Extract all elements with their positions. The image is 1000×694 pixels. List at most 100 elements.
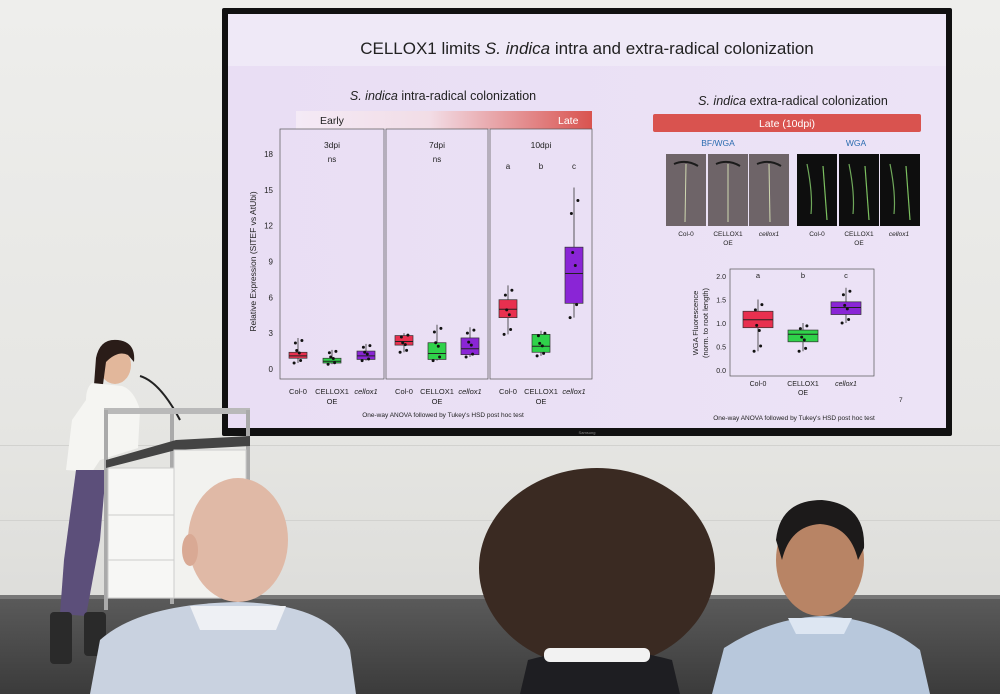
y-tick-label: 9	[269, 258, 274, 267]
wga-box-2-point	[847, 317, 851, 321]
panel-title: 7dpi	[429, 140, 445, 150]
box-10dpi-2-point	[568, 316, 572, 320]
box-3dpi-1-point	[329, 355, 333, 359]
significance-letter: a	[756, 271, 761, 280]
audience-member-right	[712, 500, 930, 694]
y-tick-label: 2.0	[716, 274, 726, 281]
wga-box-2-point	[840, 321, 844, 325]
box-7dpi-0-point	[398, 350, 402, 354]
microscopy-panels	[666, 154, 920, 226]
presentation-slide: CELLOX1 limits S. indica intra and extra…	[228, 14, 946, 428]
root-stroke	[715, 160, 741, 167]
root-signal	[806, 163, 813, 215]
y-tick-label: 12	[264, 222, 273, 231]
box-3dpi-1-point	[333, 361, 337, 365]
box-7dpi-1-point	[439, 326, 443, 330]
box-3dpi-0-point	[299, 359, 303, 363]
x-tick-label: OE	[327, 397, 338, 406]
wga-box-0-point	[760, 303, 764, 307]
root-signal	[822, 165, 828, 221]
x-tick-label: cellox1	[458, 387, 481, 396]
box-10dpi-1-point	[542, 351, 546, 355]
y-tick-label: 3	[269, 329, 274, 338]
left-heading: S. indica intra-radical colonization	[350, 89, 536, 103]
significance-letter: c	[844, 271, 848, 280]
wga-box-1-point	[805, 324, 809, 328]
wga-image	[880, 154, 920, 226]
y-tick-label: 15	[264, 186, 273, 195]
box-10dpi-2-point	[575, 303, 579, 307]
root-stroke	[768, 163, 771, 223]
wga-fluorescence-chart: WGA Fluorescence (norm. to root length) 0.…	[691, 268, 875, 397]
box-3dpi-1-point	[327, 351, 331, 355]
right-heading: S. indica extra-radical colonization	[698, 94, 888, 108]
box-10dpi-0-point	[505, 308, 509, 312]
box-3dpi-2-point	[361, 345, 365, 349]
box-7dpi-2-point	[471, 352, 475, 356]
box-7dpi-1-point	[434, 341, 438, 345]
svg-text:Col-0: Col-0	[678, 231, 694, 238]
screen-brand: Samsung	[578, 430, 596, 435]
y-axis-label: WGA Fluorescence	[691, 291, 700, 356]
box-10dpi-2-point	[569, 211, 573, 215]
intra-radical-chart: Relative Expression (SlTEF vs AtUbi) 0 3 6 9…	[248, 128, 593, 406]
root-stroke	[673, 160, 699, 167]
significance-label: ns	[328, 155, 336, 164]
bf-wga-label: BF/WGA	[701, 138, 735, 148]
wga-label: WGA	[846, 138, 867, 148]
box-7dpi-2	[460, 337, 480, 356]
x-tick-label: OE	[536, 397, 547, 406]
svg-text:cellox1: cellox1	[759, 231, 780, 238]
x-tick-label: CELLOX1	[315, 387, 349, 396]
box-7dpi-2-point	[469, 343, 473, 347]
box-3dpi-2-point	[368, 344, 372, 348]
significance-letter: b	[539, 162, 544, 171]
box-7dpi-0-point	[406, 333, 410, 337]
late-label: Late	[558, 115, 579, 127]
right-footnote: One-way ANOVA followed by Tukey's HSD po…	[713, 415, 875, 422]
audience-member-center	[479, 468, 715, 694]
slide-canvas: CELLOX1 limits S. indica intra and extra…	[228, 14, 946, 422]
box-3dpi-0-point	[300, 338, 304, 342]
wga-box-1-point	[804, 346, 808, 350]
box-3dpi-1-point	[331, 356, 335, 360]
box-10dpi-1-point	[536, 334, 540, 338]
x-tick-label: Col-0	[750, 381, 767, 388]
box-3dpi-2-point	[367, 357, 371, 361]
y-tick-label: 0.5	[716, 345, 726, 352]
y-tick-label: 0	[269, 365, 274, 374]
wga-box-2-point	[843, 303, 847, 307]
box-3dpi-2-point	[365, 352, 369, 356]
early-label: Early	[320, 115, 345, 127]
y-tick-label: 1.5	[716, 298, 726, 305]
x-tick-label: cellox1	[835, 381, 857, 388]
x-tick-label: cellox1	[354, 387, 377, 396]
box-7dpi-0-point	[401, 341, 405, 345]
svg-text:OE: OE	[723, 240, 733, 247]
svg-text:cellox1: cellox1	[889, 231, 910, 238]
wga-box-1-point	[802, 338, 806, 342]
box-3dpi-1-point	[326, 362, 330, 366]
x-tick-label: OE	[798, 390, 808, 397]
wga-box-2-point	[848, 289, 852, 293]
significance-letter: a	[506, 162, 511, 171]
panel-title: 10dpi	[531, 140, 552, 150]
box-7dpi-2-point	[465, 331, 469, 335]
y-tick-label: 6	[269, 293, 274, 302]
panel-frame	[385, 128, 489, 380]
box-10dpi-0-point	[507, 313, 511, 317]
y-tick-label: 1.0	[716, 321, 726, 328]
y-tick-label: 0.0	[716, 368, 726, 375]
box-10dpi-1-point	[538, 341, 542, 345]
root-signal	[905, 165, 911, 221]
box-7dpi-1-point	[438, 355, 442, 359]
box-10dpi-2-point	[571, 251, 575, 255]
box-3dpi-2	[356, 350, 376, 360]
wga-plot-frame	[729, 268, 875, 377]
box-7dpi-2-point	[472, 328, 476, 332]
box-3dpi-0-point	[292, 361, 296, 365]
presenter	[50, 339, 181, 664]
wga-box-1	[787, 329, 819, 343]
svg-text:CELLOX1: CELLOX1	[844, 231, 874, 238]
